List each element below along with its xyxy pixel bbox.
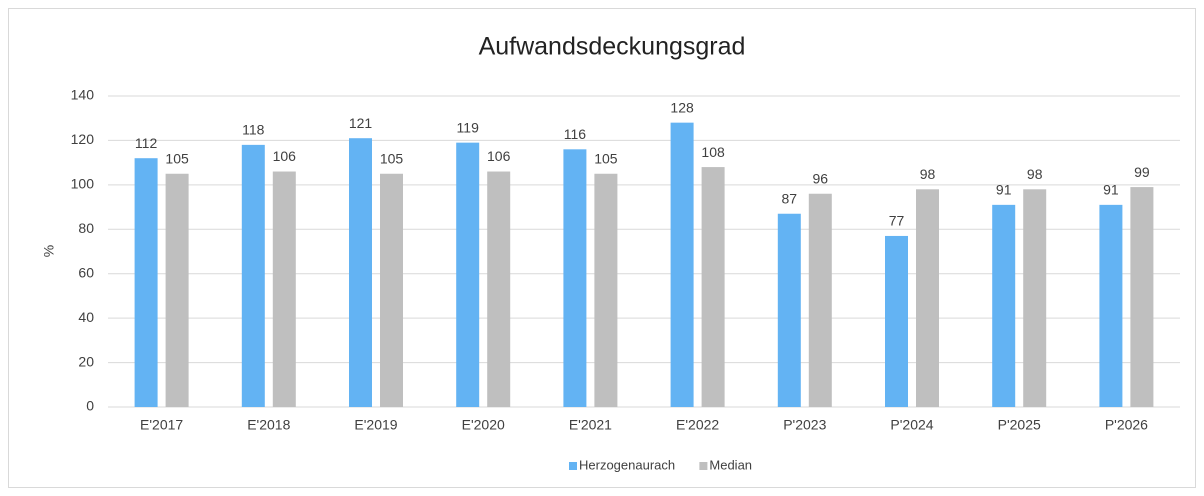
bar bbox=[165, 173, 189, 407]
x-tick-label: E'2021 bbox=[569, 417, 612, 433]
data-label: 119 bbox=[457, 119, 480, 135]
data-label: 106 bbox=[487, 148, 511, 164]
data-label: 87 bbox=[782, 190, 798, 206]
y-tick-label: 80 bbox=[78, 220, 94, 236]
x-tick-label: E'2022 bbox=[676, 417, 719, 433]
data-label: 98 bbox=[1027, 166, 1043, 182]
bar bbox=[380, 173, 403, 407]
y-tick-label: 20 bbox=[78, 353, 94, 369]
data-label: 105 bbox=[380, 150, 404, 166]
x-tick-label: E'2019 bbox=[354, 417, 397, 433]
bar bbox=[777, 213, 801, 407]
data-label: 108 bbox=[701, 144, 725, 160]
bar bbox=[272, 171, 296, 407]
bar bbox=[563, 149, 587, 408]
bar bbox=[1023, 189, 1047, 407]
bar bbox=[487, 171, 511, 407]
data-label: 112 bbox=[135, 135, 158, 151]
y-tick-label: 140 bbox=[71, 87, 95, 103]
x-tick-label: P'2023 bbox=[783, 417, 826, 433]
bar bbox=[456, 142, 480, 407]
bar bbox=[1130, 187, 1154, 407]
x-tick-label: P'2026 bbox=[1105, 417, 1148, 433]
bar bbox=[916, 189, 939, 407]
data-label: 106 bbox=[273, 148, 297, 164]
x-tick-label: E'2017 bbox=[140, 417, 183, 433]
data-label: 121 bbox=[349, 115, 373, 131]
bar bbox=[241, 144, 265, 407]
data-label: 128 bbox=[670, 99, 694, 115]
bar bbox=[670, 122, 694, 408]
y-tick-label: 60 bbox=[78, 264, 94, 280]
x-tick-label: P'2025 bbox=[998, 417, 1041, 433]
y-tick-label: 120 bbox=[71, 131, 95, 147]
x-tick-label: E'2020 bbox=[462, 417, 505, 433]
data-label: 91 bbox=[1103, 182, 1119, 198]
bar bbox=[701, 167, 725, 407]
x-tick-label: P'2024 bbox=[890, 417, 933, 433]
bar bbox=[1099, 204, 1123, 407]
data-label: 98 bbox=[920, 166, 936, 182]
bar bbox=[349, 138, 372, 407]
data-label: 118 bbox=[242, 122, 265, 138]
legend-label: Herzogenaurach bbox=[579, 457, 675, 472]
legend-label: Median bbox=[709, 457, 752, 472]
data-label: 105 bbox=[165, 150, 189, 166]
bar bbox=[594, 173, 618, 407]
data-label: 105 bbox=[594, 150, 618, 166]
y-tick-label: 0 bbox=[86, 398, 94, 414]
y-tick-label: 100 bbox=[71, 176, 95, 192]
y-axis-label: % bbox=[41, 245, 57, 257]
bar bbox=[992, 204, 1016, 407]
legend-swatch bbox=[699, 462, 708, 470]
legend-swatch bbox=[569, 462, 577, 470]
x-tick-label: E'2018 bbox=[247, 417, 290, 433]
bar bbox=[885, 235, 908, 407]
data-label: 77 bbox=[889, 213, 905, 229]
data-label: 96 bbox=[813, 170, 829, 186]
data-label: 116 bbox=[564, 126, 587, 142]
chart-title: Aufwandsdeckungsgrad bbox=[479, 33, 746, 61]
data-label: 99 bbox=[1134, 164, 1150, 180]
bar bbox=[808, 193, 832, 407]
data-label: 91 bbox=[996, 182, 1012, 198]
bar bbox=[134, 158, 158, 407]
y-tick-label: 40 bbox=[78, 309, 94, 325]
